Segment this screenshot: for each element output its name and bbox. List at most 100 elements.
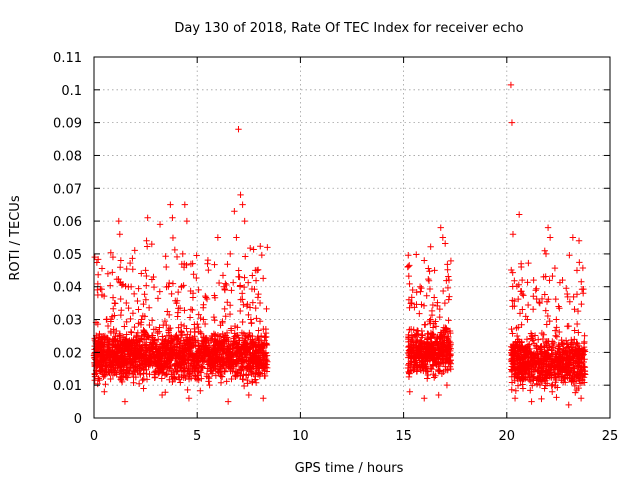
data-point — [215, 279, 223, 287]
data-point — [521, 345, 528, 352]
data-point — [133, 359, 141, 366]
y-tick-label: 0 — [74, 412, 82, 427]
data-point — [111, 299, 118, 307]
data-point — [406, 388, 413, 395]
data-point — [182, 357, 189, 365]
data-point — [430, 294, 438, 301]
data-point — [512, 387, 520, 395]
data-point — [512, 360, 519, 367]
y-tick-label: 0.11 — [53, 51, 82, 66]
data-point — [163, 283, 170, 291]
data-point — [519, 385, 527, 392]
data-point — [130, 379, 137, 386]
data-point — [428, 349, 436, 357]
data-point — [132, 358, 139, 365]
data-point — [533, 295, 540, 303]
data-point — [519, 376, 527, 384]
data-point — [552, 349, 559, 356]
data-point — [424, 339, 432, 347]
data-point — [557, 357, 565, 365]
data-point — [440, 350, 447, 357]
data-point — [195, 354, 203, 362]
data-point — [185, 356, 192, 363]
data-point — [247, 355, 254, 362]
data-point — [431, 374, 438, 381]
data-point — [191, 333, 198, 340]
data-point — [223, 356, 231, 363]
data-point — [261, 337, 268, 344]
data-point — [166, 332, 174, 339]
data-point — [418, 327, 425, 335]
data-point — [177, 337, 184, 345]
data-point — [430, 345, 437, 353]
data-point — [436, 335, 443, 343]
data-point — [180, 322, 188, 330]
data-point — [421, 257, 428, 264]
x-tick-label: 15 — [395, 429, 412, 444]
data-point — [177, 349, 184, 356]
data-point — [428, 334, 435, 341]
data-point — [184, 331, 191, 338]
data-point — [565, 322, 572, 330]
data-point — [571, 382, 579, 390]
data-point — [229, 345, 237, 352]
data-point — [115, 356, 122, 363]
data-point — [140, 375, 147, 383]
data-point — [239, 350, 247, 358]
scatter-series — [90, 81, 589, 409]
data-point — [199, 356, 206, 364]
data-point — [578, 278, 585, 286]
data-point — [537, 355, 544, 363]
data-point — [408, 336, 415, 344]
data-point — [518, 338, 526, 346]
data-point — [525, 341, 533, 349]
data-point — [249, 299, 257, 306]
data-point — [574, 307, 582, 315]
data-point — [126, 370, 134, 377]
data-point — [127, 328, 135, 336]
data-point — [249, 338, 256, 346]
data-point — [161, 337, 168, 345]
data-point — [533, 381, 541, 388]
data-point — [148, 240, 155, 248]
data-point — [236, 283, 244, 290]
data-point — [441, 332, 449, 340]
data-point — [181, 307, 188, 314]
data-point — [142, 335, 150, 343]
data-point — [243, 302, 251, 310]
data-point — [573, 320, 581, 328]
data-point — [121, 323, 128, 330]
y-tick-label: 0.03 — [53, 314, 82, 329]
x-tick-label: 0 — [90, 429, 98, 444]
data-point — [566, 348, 573, 355]
data-point — [518, 321, 525, 328]
data-point — [94, 291, 102, 299]
data-point — [262, 361, 269, 368]
data-point — [167, 201, 174, 208]
data-point — [241, 217, 248, 225]
data-point — [127, 315, 134, 323]
data-point — [141, 342, 148, 349]
data-point — [538, 329, 546, 337]
data-point — [125, 304, 132, 312]
data-point — [116, 231, 123, 238]
data-point — [405, 252, 412, 259]
data-point — [123, 331, 130, 338]
data-point — [417, 366, 424, 374]
data-point — [580, 379, 588, 386]
data-point — [439, 287, 447, 295]
data-point — [221, 367, 228, 375]
data-point — [107, 375, 114, 383]
data-point — [528, 355, 535, 362]
data-point — [138, 316, 145, 323]
data-point — [558, 349, 566, 356]
data-point — [529, 306, 537, 313]
data-point — [429, 324, 437, 331]
data-point — [143, 349, 150, 357]
data-point — [258, 364, 266, 371]
data-point — [128, 337, 135, 344]
data-point — [135, 285, 142, 292]
data-point — [581, 355, 588, 363]
axis-ticks: 0 0.01 0.02 0.03 0.04 0.05 0.06 0.07 0.08 0.09 0.1… — [53, 51, 618, 444]
data-point — [180, 353, 188, 360]
